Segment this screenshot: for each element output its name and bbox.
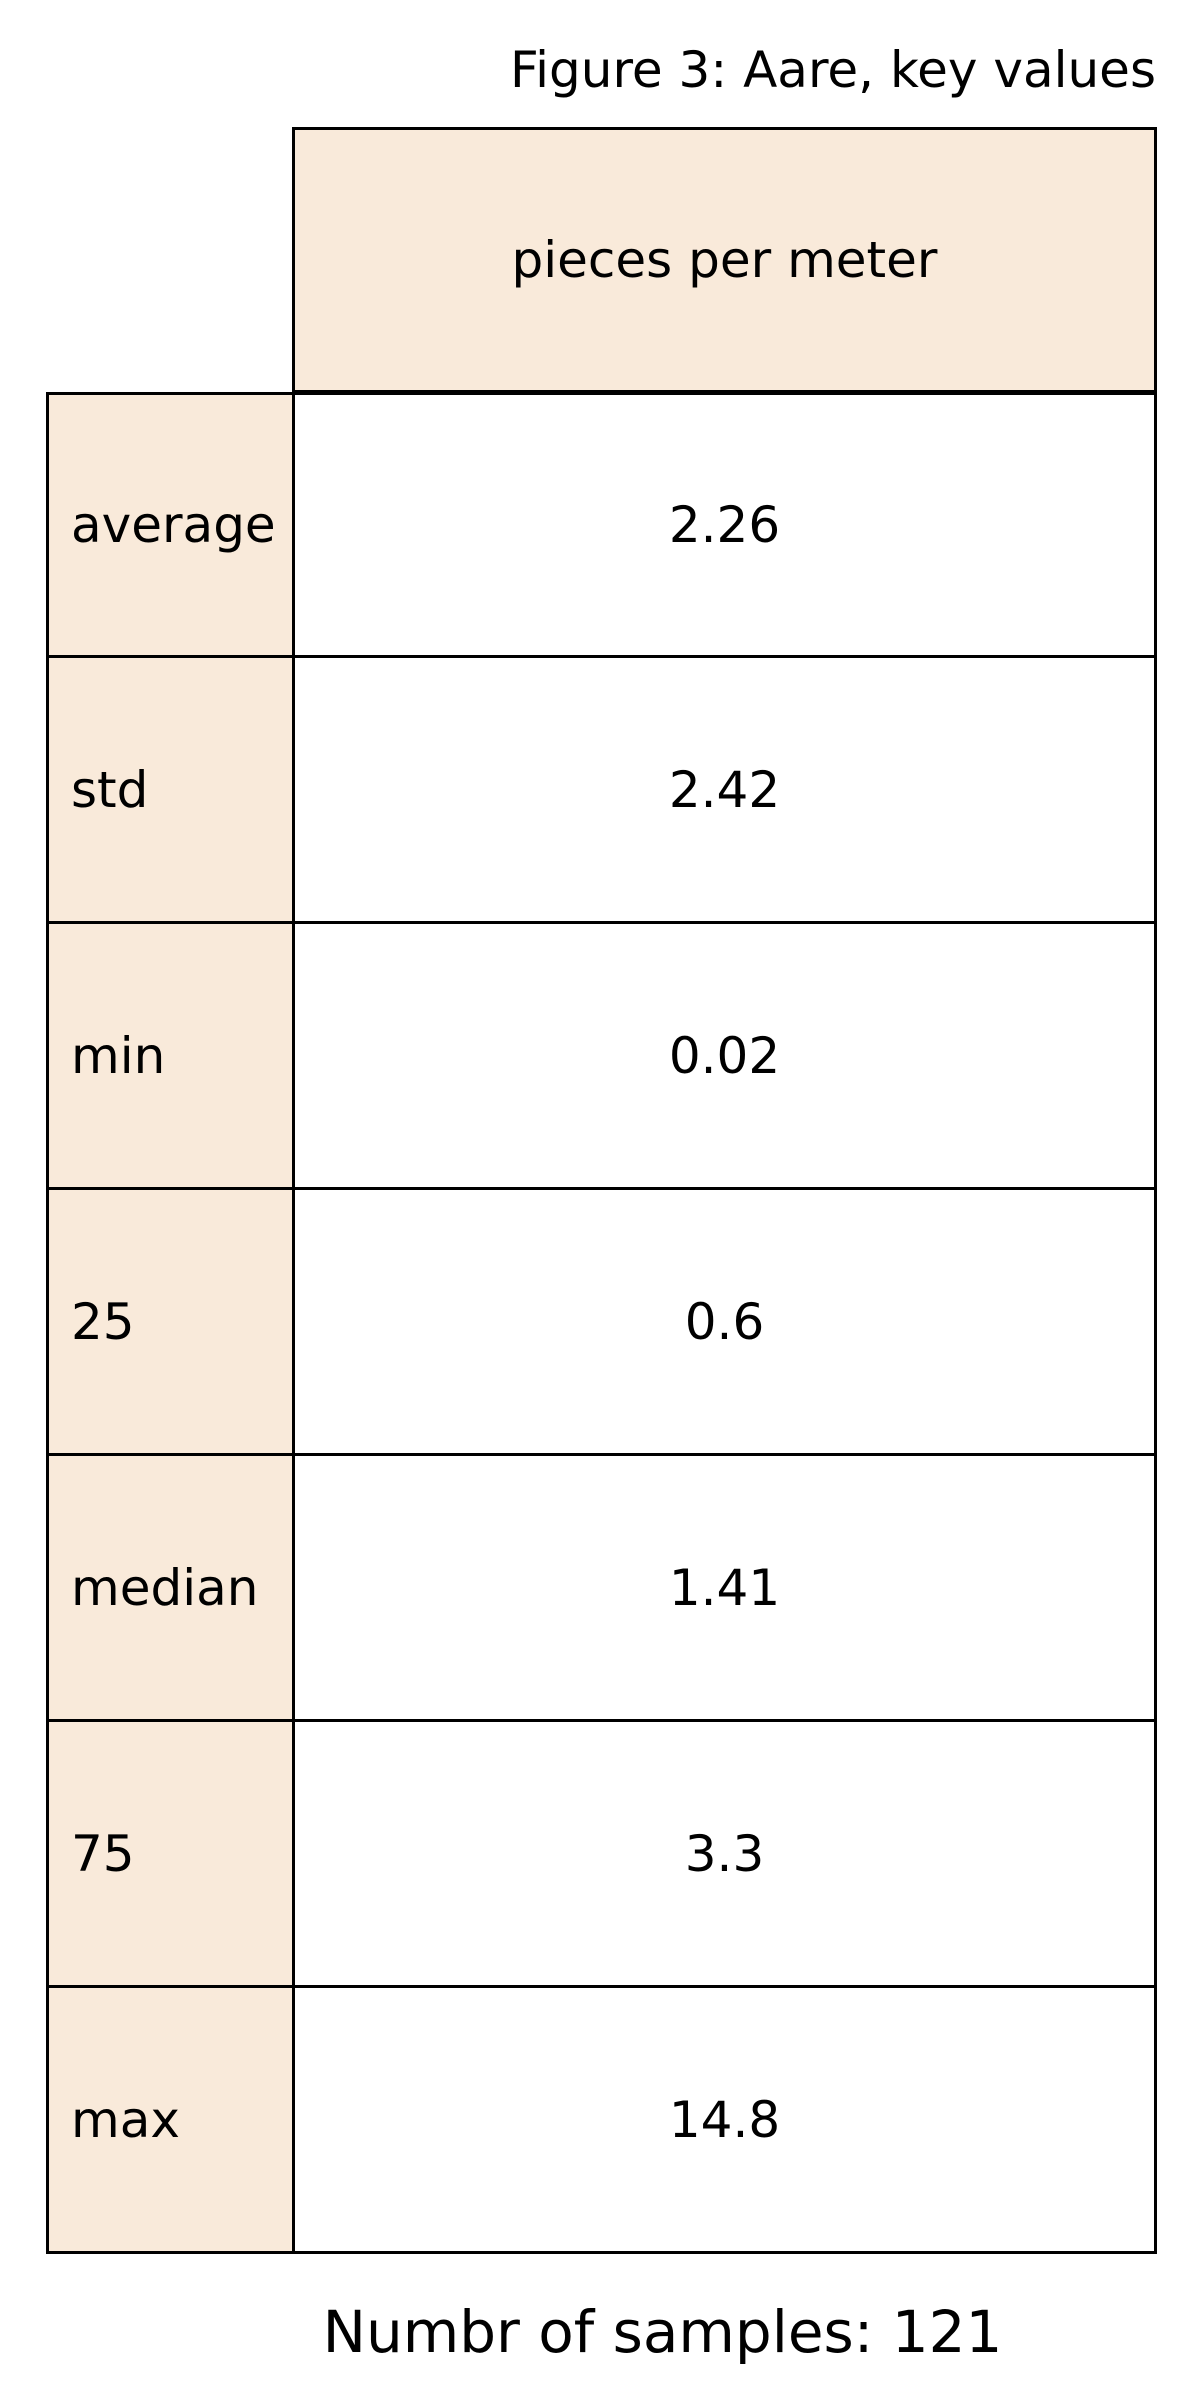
table-row: 25 0.6 <box>46 1190 1157 1456</box>
table-row: average 2.26 <box>46 392 1157 658</box>
row-label: average <box>46 392 292 658</box>
row-value: 2.42 <box>292 658 1157 924</box>
row-label: min <box>46 924 292 1190</box>
row-label: median <box>46 1456 292 1722</box>
column-header: pieces per meter <box>292 127 1157 393</box>
row-value: 0.02 <box>292 924 1157 1190</box>
row-value: 14.8 <box>292 1988 1157 2254</box>
table-row: min 0.02 <box>46 924 1157 1190</box>
sample-count: Numbr of samples: 121 <box>322 2298 1003 2366</box>
row-value: 1.41 <box>292 1456 1157 1722</box>
table-row: max 14.8 <box>46 1988 1157 2254</box>
row-label: max <box>46 1988 292 2254</box>
row-label: std <box>46 658 292 924</box>
row-label: 75 <box>46 1722 292 1988</box>
row-label: 25 <box>46 1190 292 1456</box>
row-value: 3.3 <box>292 1722 1157 1988</box>
table-row: median 1.41 <box>46 1456 1157 1722</box>
row-value: 2.26 <box>292 392 1157 658</box>
table-row: std 2.42 <box>46 658 1157 924</box>
row-value: 0.6 <box>292 1190 1157 1456</box>
table-row: 75 3.3 <box>46 1722 1157 1988</box>
figure-title: Figure 3: Aare, key values <box>510 41 1156 99</box>
